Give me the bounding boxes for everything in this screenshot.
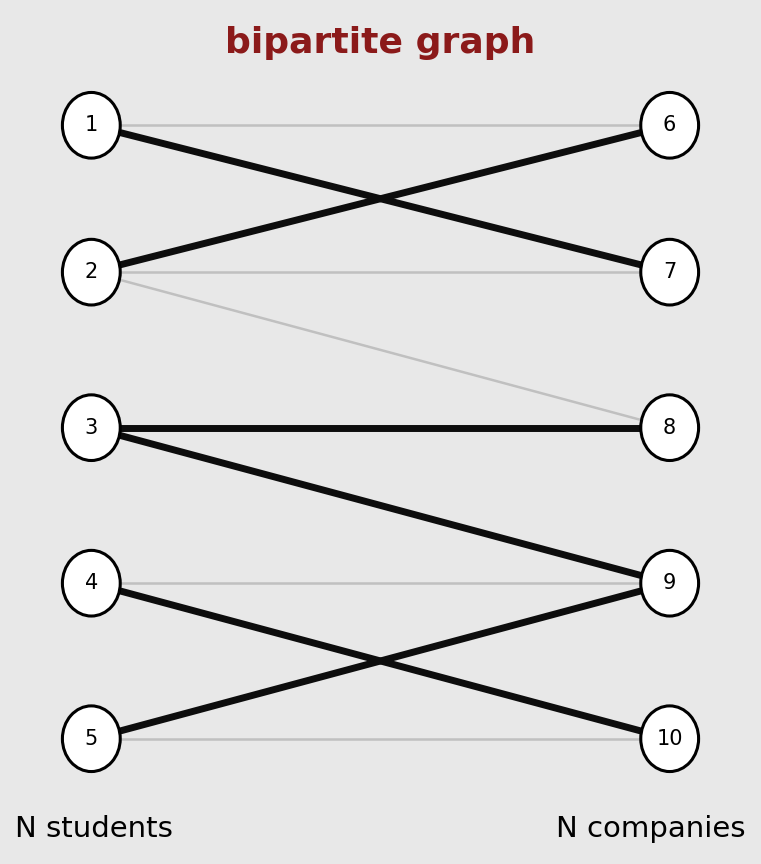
- Text: 5: 5: [84, 728, 98, 749]
- Circle shape: [62, 92, 120, 158]
- Text: 6: 6: [663, 115, 677, 136]
- Text: 9: 9: [663, 573, 677, 594]
- Circle shape: [641, 239, 699, 305]
- Circle shape: [641, 706, 699, 772]
- Text: 4: 4: [84, 573, 98, 594]
- Text: 8: 8: [663, 417, 677, 438]
- Text: 3: 3: [84, 417, 98, 438]
- Circle shape: [641, 550, 699, 616]
- Text: N students: N students: [15, 816, 173, 843]
- Text: 2: 2: [84, 262, 98, 283]
- Text: 1: 1: [84, 115, 98, 136]
- Text: bipartite graph: bipartite graph: [225, 26, 536, 60]
- Text: 7: 7: [663, 262, 677, 283]
- Text: N companies: N companies: [556, 816, 746, 843]
- Circle shape: [62, 395, 120, 461]
- Circle shape: [62, 706, 120, 772]
- Circle shape: [641, 92, 699, 158]
- Circle shape: [62, 239, 120, 305]
- Text: 10: 10: [657, 728, 683, 749]
- Circle shape: [641, 395, 699, 461]
- Circle shape: [62, 550, 120, 616]
